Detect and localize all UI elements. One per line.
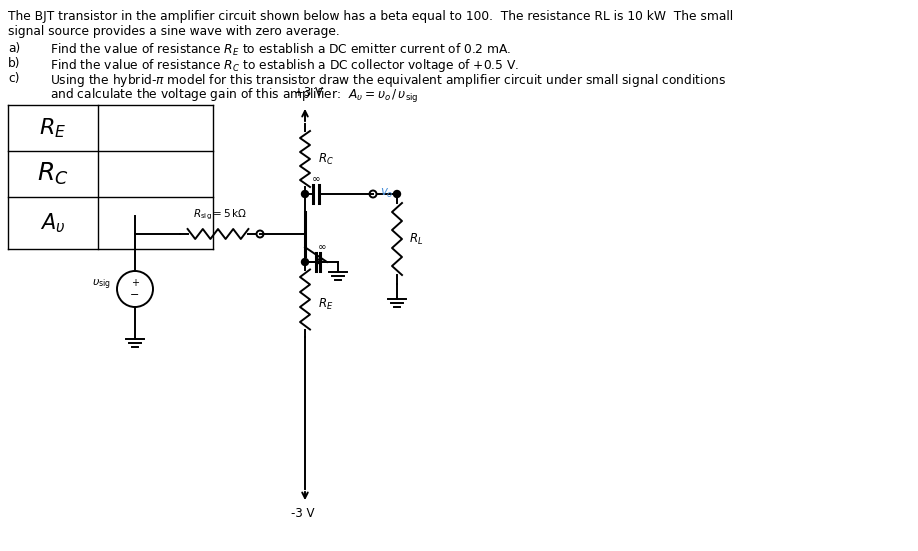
Circle shape [394, 191, 400, 197]
Text: $R_E$: $R_E$ [318, 297, 333, 312]
Text: Using the hybrid-$\pi$ model for this transistor draw the equivalent amplifier c: Using the hybrid-$\pi$ model for this tr… [50, 72, 726, 89]
Text: $\infty$: $\infty$ [311, 173, 320, 183]
Text: $\infty$: $\infty$ [318, 241, 327, 251]
Text: $R_\mathrm{sig} = 5\,\mathrm{k}\Omega$: $R_\mathrm{sig} = 5\,\mathrm{k}\Omega$ [193, 208, 247, 222]
Circle shape [301, 258, 308, 266]
Text: and calculate the voltage gain of this amplifier:  $A_\upsilon = \upsilon_o\,/\,: and calculate the voltage gain of this a… [50, 87, 419, 105]
Text: $R_C$: $R_C$ [38, 161, 69, 187]
Text: -3 V: -3 V [291, 507, 315, 520]
Text: The BJT transistor in the amplifier circuit shown below has a beta equal to 100.: The BJT transistor in the amplifier circ… [8, 10, 733, 23]
Text: b): b) [8, 57, 20, 70]
Text: signal source provides a sine wave with zero average.: signal source provides a sine wave with … [8, 25, 340, 38]
Text: +: + [131, 278, 139, 288]
Text: $\upsilon_\mathrm{sig}$: $\upsilon_\mathrm{sig}$ [92, 278, 111, 292]
Text: $R_E$: $R_E$ [39, 116, 67, 140]
Text: a): a) [8, 42, 20, 55]
Text: c): c) [8, 72, 19, 85]
Text: $A_\upsilon$: $A_\upsilon$ [40, 211, 66, 235]
Circle shape [301, 191, 308, 197]
Text: −: − [130, 290, 140, 300]
Text: $R_L$: $R_L$ [409, 231, 423, 246]
Text: Find the value of resistance $R_E$ to establish a DC emitter current of 0.2 mA.: Find the value of resistance $R_E$ to es… [50, 42, 511, 58]
Text: $v_o$: $v_o$ [380, 186, 394, 199]
Text: Find the value of resistance $R_C$ to establish a DC collector voltage of +0.5 V: Find the value of resistance $R_C$ to es… [50, 57, 520, 74]
Text: +3 V: +3 V [294, 86, 322, 99]
Text: $R_C$: $R_C$ [318, 152, 334, 166]
